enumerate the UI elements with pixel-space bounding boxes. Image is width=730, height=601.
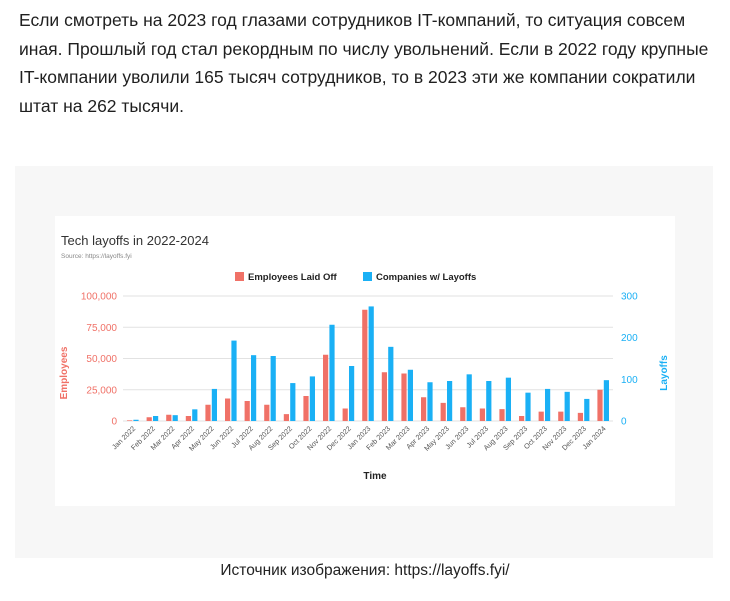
bar-employees-laid-off bbox=[519, 416, 525, 421]
bar-employees-laid-off bbox=[205, 404, 211, 421]
bar-employees-laid-off bbox=[323, 354, 329, 421]
bar-companies-with-layoffs bbox=[525, 392, 531, 421]
legend-swatch-employees bbox=[235, 272, 244, 281]
y-tick-label: 50,000 bbox=[86, 354, 117, 365]
y-tick-label: 100,000 bbox=[81, 292, 118, 303]
bar-companies-with-layoffs bbox=[349, 366, 355, 421]
bar-employees-laid-off bbox=[479, 408, 485, 421]
bar-companies-with-layoffs bbox=[290, 383, 296, 421]
bar-companies-with-layoffs bbox=[211, 388, 217, 421]
bar-companies-with-layoffs bbox=[388, 346, 394, 421]
x-axis-label: Time bbox=[363, 471, 387, 482]
bar-companies-with-layoffs bbox=[153, 416, 159, 421]
bar-companies-with-layoffs bbox=[133, 419, 139, 421]
bar-companies-with-layoffs bbox=[231, 340, 237, 421]
bar-companies-with-layoffs bbox=[584, 398, 590, 421]
bar-employees-laid-off bbox=[283, 414, 289, 421]
y-tick-label: 75,000 bbox=[86, 323, 117, 334]
bar-employees-laid-off bbox=[401, 373, 407, 421]
bar-employees-laid-off bbox=[440, 402, 446, 421]
bar-employees-laid-off bbox=[538, 411, 544, 421]
bar-companies-with-layoffs bbox=[564, 391, 570, 421]
bar-companies-with-layoffs bbox=[251, 355, 257, 421]
bar-companies-with-layoffs bbox=[427, 382, 433, 421]
bar-companies-with-layoffs bbox=[447, 381, 453, 421]
bar-employees-laid-off bbox=[597, 389, 603, 421]
legend-swatch-companies bbox=[363, 272, 372, 281]
y-axis-label: Employees bbox=[59, 346, 70, 399]
bar-companies-with-layoffs bbox=[545, 388, 551, 421]
bar-employees-laid-off bbox=[225, 398, 231, 421]
y2-tick-label: 300 bbox=[621, 292, 638, 303]
y2-tick-label: 200 bbox=[621, 333, 638, 344]
bar-employees-laid-off bbox=[421, 397, 427, 421]
bar-employees-laid-off bbox=[146, 417, 152, 421]
bar-employees-laid-off bbox=[499, 409, 505, 421]
legend-label-companies: Companies w/ Layoffs bbox=[376, 272, 476, 283]
bar-employees-laid-off bbox=[362, 309, 368, 421]
bar-companies-with-layoffs bbox=[505, 377, 511, 421]
y-tick-label: 0 bbox=[111, 417, 117, 428]
chart-title: Tech layoffs in 2022-2024 bbox=[61, 233, 209, 248]
bar-companies-with-layoffs bbox=[329, 324, 335, 421]
bar-companies-with-layoffs bbox=[486, 381, 492, 421]
bar-employees-laid-off bbox=[381, 372, 387, 421]
legend-label-employees: Employees Laid Off bbox=[248, 272, 338, 283]
article-paragraph: Если смотреть на 2023 год глазами сотруд… bbox=[19, 10, 709, 116]
bar-employees-laid-off bbox=[185, 416, 191, 421]
image-caption: Источник изображения: https://layoffs.fy… bbox=[220, 562, 510, 579]
bar-employees-laid-off bbox=[264, 404, 270, 421]
y2-tick-label: 100 bbox=[621, 375, 638, 386]
bar-employees-laid-off bbox=[577, 412, 583, 421]
chart-subtitle: Source: https://layoffs.fyi bbox=[61, 253, 132, 260]
bar-companies-with-layoffs bbox=[309, 376, 315, 421]
y2-tick-label: 0 bbox=[621, 417, 627, 428]
bar-companies-with-layoffs bbox=[270, 356, 276, 421]
bar-employees-laid-off bbox=[303, 396, 309, 421]
bar-employees-laid-off bbox=[460, 407, 466, 421]
bar-companies-with-layoffs bbox=[407, 369, 413, 421]
bar-employees-laid-off bbox=[342, 408, 348, 421]
bar-employees-laid-off bbox=[244, 401, 250, 421]
y-tick-label: 25,000 bbox=[86, 385, 117, 396]
bar-employees-laid-off bbox=[558, 411, 564, 421]
bar-employees-laid-off bbox=[127, 420, 133, 421]
bar-companies-with-layoffs bbox=[368, 306, 374, 421]
bar-companies-with-layoffs bbox=[603, 380, 609, 421]
bar-companies-with-layoffs bbox=[172, 415, 178, 421]
chart-figure: Tech layoffs in 2022-2024 Source: https:… bbox=[15, 166, 713, 558]
y2-axis-label: Layoffs bbox=[659, 355, 670, 391]
bar-employees-laid-off bbox=[166, 414, 172, 421]
bar-companies-with-layoffs bbox=[192, 409, 198, 421]
bar-companies-with-layoffs bbox=[466, 374, 472, 421]
layoffs-chart: Tech layoffs in 2022-2024 Source: https:… bbox=[55, 216, 675, 506]
